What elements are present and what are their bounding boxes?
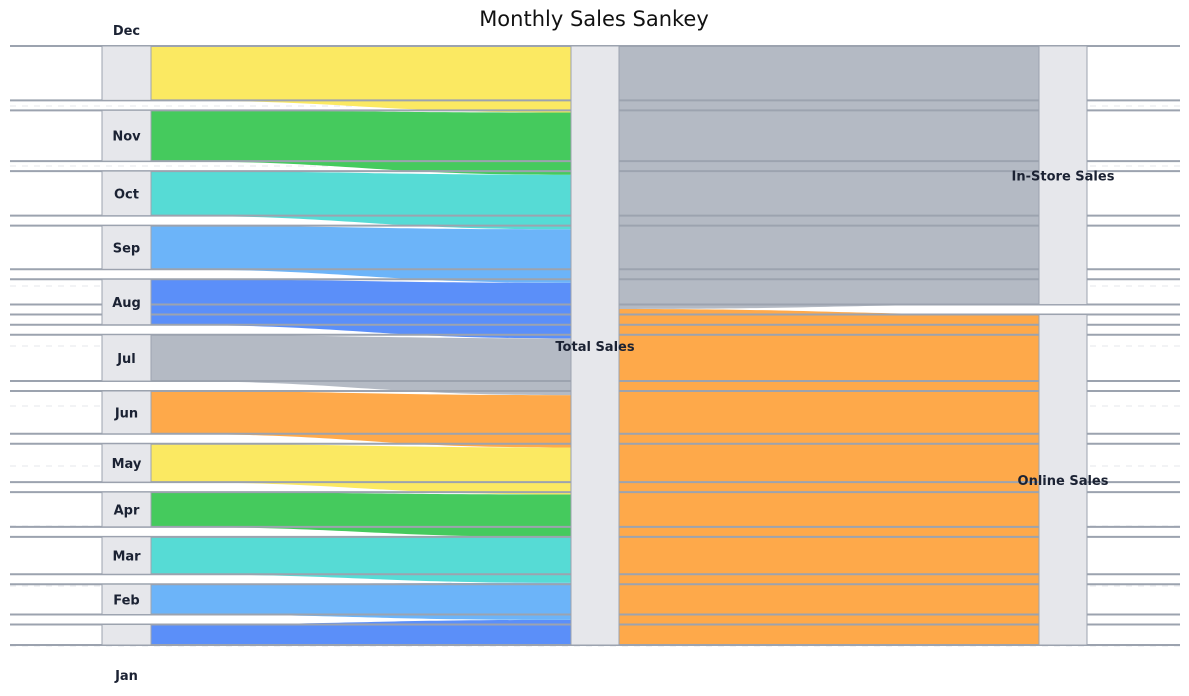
node-mar [101,536,152,575]
node-label-jun: Jun [114,406,138,421]
link-total-sales-in-store-sales [619,46,1039,309]
node-jul [101,334,152,382]
node-oct [101,170,152,217]
node-total-sales [570,45,620,646]
node-label-mar: Mar [112,550,141,565]
node-label-total-sales: Total Sales [555,340,634,355]
link-aug-total-sales [151,279,571,339]
node-apr [101,491,152,528]
link-mar-total-sales [151,536,571,583]
link-dec-total-sales [151,46,571,113]
node-nov [101,109,152,162]
node-label-oct: Oct [114,187,139,202]
node-label-jul: Jul [116,352,136,367]
link-total-sales-online-sales [619,308,1039,645]
node-label-aug: Aug [112,296,141,311]
node-label-online-sales: Online Sales [1018,474,1109,489]
link-sep-total-sales [151,225,571,283]
node-label-dec: Dec [113,24,140,39]
node-label-apr: Apr [114,503,140,518]
link-may-total-sales [151,443,571,495]
node-aug [101,278,152,326]
node-in-store-sales [1038,45,1088,306]
node-label-sep: Sep [113,241,141,256]
node-jan [101,624,152,646]
node-label-feb: Feb [113,593,139,608]
node-label-jan: Jan [114,669,138,684]
link-oct-total-sales [151,171,571,230]
node-label-may: May [112,457,142,472]
node-online-sales [1038,314,1088,646]
node-label-in-store-sales: In-Store Sales [1012,169,1115,184]
node-label-nov: Nov [112,130,141,145]
node-may [101,443,152,483]
link-jun-total-sales [151,391,571,448]
chart-title: Monthly Sales Sankey [479,7,709,31]
link-apr-total-sales [151,492,571,537]
link-nov-total-sales [151,110,571,175]
link-feb-total-sales [151,582,571,620]
node-dec [101,45,152,101]
node-sep [101,225,152,270]
node-jun [101,390,152,435]
link-jan-total-sales [151,619,571,645]
node-feb [101,583,152,616]
link-jul-total-sales [151,334,571,396]
